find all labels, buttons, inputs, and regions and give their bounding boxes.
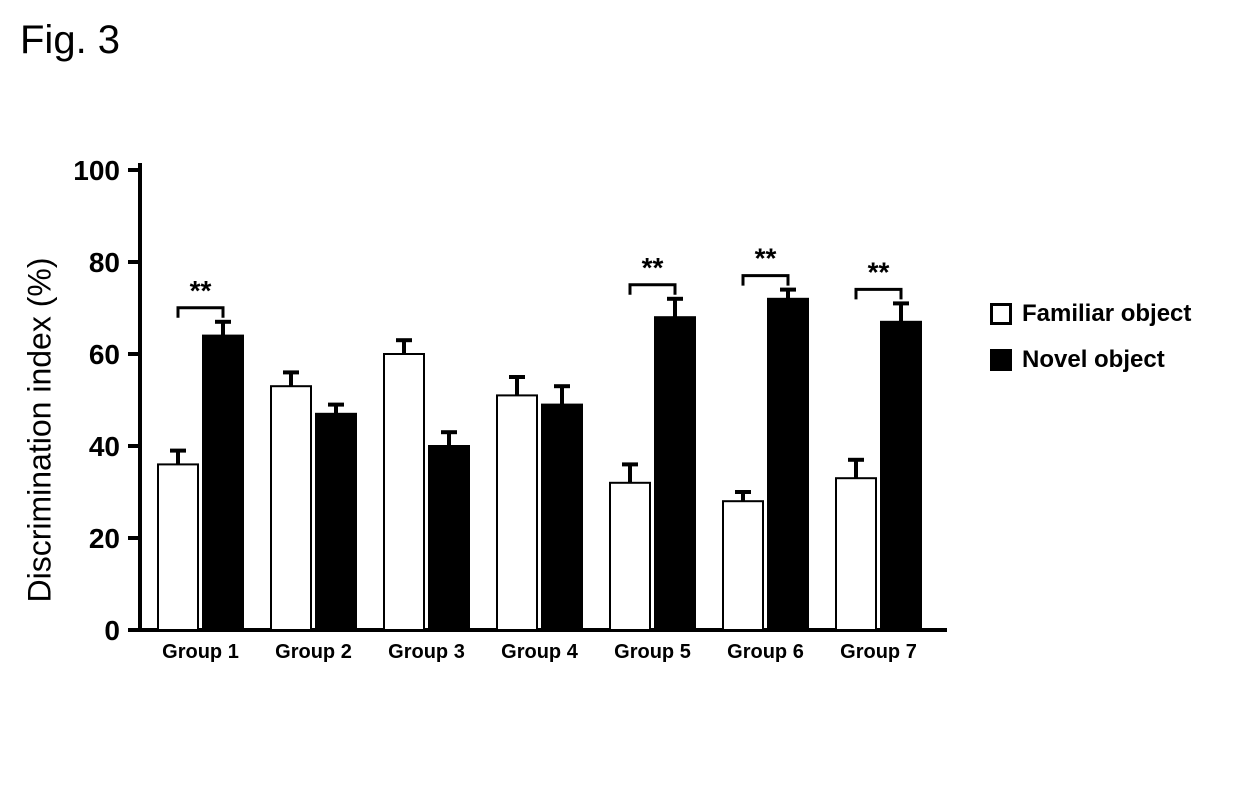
y-tick-label: 20 [89, 523, 120, 554]
legend: Familiar object Novel object [990, 300, 1191, 392]
bar [542, 405, 582, 630]
bar [203, 336, 243, 630]
significance-label: ** [642, 252, 664, 283]
legend-item: Novel object [990, 346, 1191, 374]
y-tick-label: 40 [89, 431, 120, 462]
y-tick-label: 0 [104, 615, 120, 646]
legend-label: Familiar object [1022, 300, 1191, 328]
x-category-label: Group 1 [162, 641, 239, 663]
bar [316, 414, 356, 630]
bar [723, 501, 763, 630]
bar [610, 483, 650, 630]
y-tick-label: 100 [73, 155, 120, 186]
bar-chart: 0 20 40 60 80 100 Group 1 Group 2 Group 3 Group 4… [50, 150, 1200, 710]
x-category-label: Group 6 [727, 641, 804, 663]
x-category-label: Group 4 [501, 641, 579, 663]
x-category-label: Group 7 [840, 641, 917, 663]
y-axis-label: Discrimination index (%) [22, 258, 59, 603]
bar [655, 317, 695, 630]
page: Fig. 3 Discrimination index (%) 0 20 40 60 8… [0, 0, 1240, 788]
legend-item: Familiar object [990, 300, 1191, 328]
bar [881, 322, 921, 630]
bar [158, 464, 198, 630]
significance-label: ** [755, 243, 777, 274]
figure-title: Fig. 3 [20, 18, 120, 63]
chart-container: Discrimination index (%) 020406080100Gro… [50, 150, 1200, 710]
legend-label: Novel object [1022, 346, 1165, 374]
significance-label: ** [190, 275, 212, 306]
y-tick-label: 60 [89, 339, 120, 370]
y-tick-label: 80 [89, 247, 120, 278]
x-category-label: Group 2 [275, 641, 352, 663]
x-category-label: Group 3 [388, 641, 465, 663]
bar [271, 386, 311, 630]
bar [836, 478, 876, 630]
bar [429, 446, 469, 630]
bar [497, 395, 537, 630]
x-category-label: Group 5 [614, 641, 691, 663]
significance-label: ** [868, 256, 890, 287]
legend-swatch [990, 303, 1012, 325]
bar [384, 354, 424, 630]
legend-swatch [990, 349, 1012, 371]
bar [768, 299, 808, 630]
